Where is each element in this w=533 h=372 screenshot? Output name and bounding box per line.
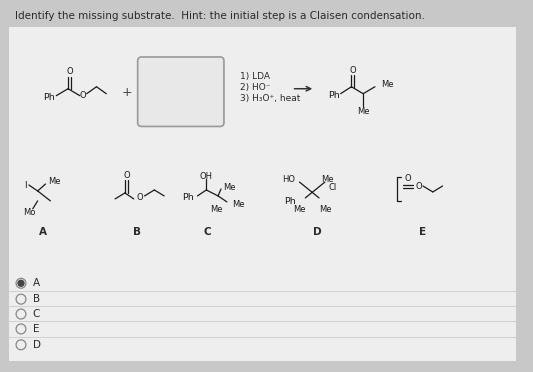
Text: Me: Me bbox=[321, 174, 334, 183]
Text: C: C bbox=[33, 309, 40, 319]
Text: I: I bbox=[25, 180, 27, 189]
Text: Me: Me bbox=[293, 205, 306, 214]
Text: E: E bbox=[33, 324, 39, 334]
Text: Me: Me bbox=[357, 107, 369, 116]
Text: E: E bbox=[419, 227, 426, 237]
Text: B: B bbox=[33, 294, 40, 304]
Text: Ph: Ph bbox=[328, 91, 340, 100]
Circle shape bbox=[16, 278, 26, 288]
Circle shape bbox=[18, 280, 24, 286]
Text: Ph: Ph bbox=[284, 198, 295, 206]
Text: Me: Me bbox=[223, 183, 236, 192]
Text: Me: Me bbox=[381, 80, 393, 89]
Circle shape bbox=[16, 309, 26, 319]
Text: O: O bbox=[416, 182, 422, 190]
Text: Identify the missing substrate.  Hint: the initial step is a Claisen condensatio: Identify the missing substrate. Hint: th… bbox=[15, 11, 425, 21]
FancyBboxPatch shape bbox=[138, 57, 224, 126]
Text: Mo: Mo bbox=[23, 208, 35, 217]
Text: Me: Me bbox=[210, 205, 222, 214]
FancyBboxPatch shape bbox=[9, 271, 516, 361]
Circle shape bbox=[16, 340, 26, 350]
Text: O: O bbox=[350, 66, 356, 76]
Text: O: O bbox=[79, 91, 86, 100]
Text: Me: Me bbox=[232, 201, 244, 209]
Text: C: C bbox=[204, 227, 211, 237]
Text: 1) LDA: 1) LDA bbox=[240, 72, 270, 81]
Text: Me: Me bbox=[319, 205, 331, 214]
Text: HO: HO bbox=[282, 174, 295, 183]
Text: O: O bbox=[123, 171, 130, 180]
Text: 3) H₃O⁺, heat: 3) H₃O⁺, heat bbox=[240, 94, 300, 103]
Text: B: B bbox=[133, 227, 141, 237]
Circle shape bbox=[16, 294, 26, 304]
Text: A: A bbox=[38, 227, 46, 237]
Text: O: O bbox=[405, 174, 411, 183]
Text: A: A bbox=[33, 278, 40, 288]
Text: Cl: Cl bbox=[329, 183, 337, 192]
Text: Ph: Ph bbox=[182, 193, 193, 202]
Circle shape bbox=[16, 324, 26, 334]
Text: D: D bbox=[33, 340, 41, 350]
Text: D: D bbox=[313, 227, 321, 237]
Text: 2) HO⁻: 2) HO⁻ bbox=[240, 83, 270, 92]
Text: Me: Me bbox=[49, 177, 61, 186]
FancyBboxPatch shape bbox=[9, 27, 516, 273]
Text: Ph: Ph bbox=[44, 93, 55, 102]
Text: OH: OH bbox=[200, 171, 213, 180]
Text: O: O bbox=[66, 67, 73, 76]
Text: +: + bbox=[122, 86, 132, 99]
Text: O: O bbox=[136, 193, 143, 202]
